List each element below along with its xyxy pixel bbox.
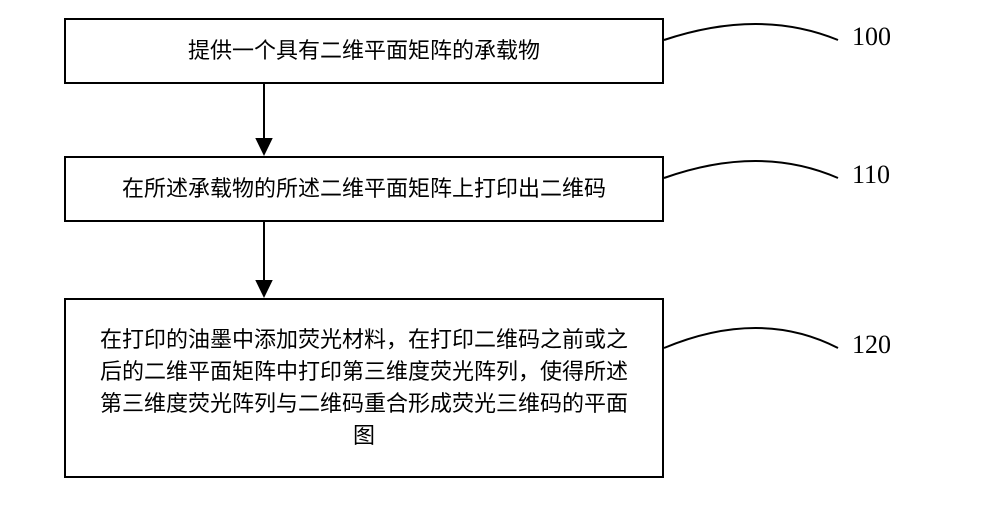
flowchart-step-2: 在所述承载物的所述二维平面矩阵上打印出二维码: [64, 156, 664, 222]
ref-label-1: 100: [852, 22, 891, 52]
step-3-text: 在打印的油墨中添加荧光材料，在打印二维码之前或之后的二维平面矩阵中打印第三维度荧…: [94, 324, 634, 452]
ref-label-2: 110: [852, 160, 890, 190]
leader-line-3: [660, 304, 842, 352]
arrow-1: [250, 84, 278, 156]
step-1-text: 提供一个具有二维平面矩阵的承载物: [188, 35, 540, 67]
arrow-2: [250, 222, 278, 298]
ref-label-3: 120: [852, 330, 891, 360]
leader-line-2: [660, 140, 842, 182]
leader-line-1: [660, 4, 842, 44]
flowchart-step-3: 在打印的油墨中添加荧光材料，在打印二维码之前或之后的二维平面矩阵中打印第三维度荧…: [64, 298, 664, 478]
step-2-text: 在所述承载物的所述二维平面矩阵上打印出二维码: [122, 173, 606, 205]
flowchart-step-1: 提供一个具有二维平面矩阵的承载物: [64, 18, 664, 84]
